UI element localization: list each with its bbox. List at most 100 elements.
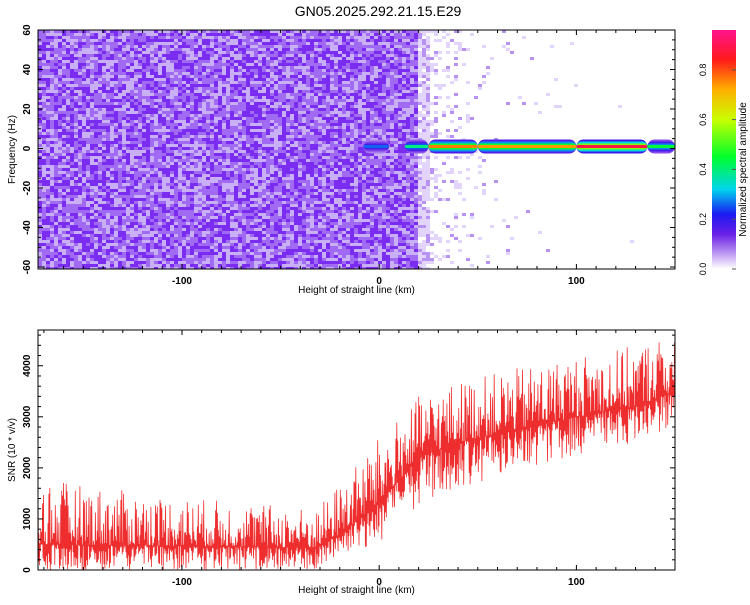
spectrogram-cell: [194, 105, 198, 108]
spectrogram-cell: [138, 135, 142, 138]
spectrogram-cell: [74, 141, 78, 144]
spectrogram-cell: [302, 132, 306, 135]
spectrogram-cell: [318, 57, 322, 60]
spectrogram-cell: [222, 36, 226, 39]
spectrogram-cell: [110, 90, 114, 93]
spectrogram-cell: [202, 36, 206, 39]
spectrogram-cell: [54, 45, 58, 48]
spectrogram-cell: [238, 105, 242, 108]
spectrogram-cell: [198, 57, 202, 60]
spectrogram-cell: [254, 138, 258, 141]
spectrogram-cell: [198, 33, 202, 36]
spectrogram-cell: [382, 78, 386, 81]
spectrogram-cell: [210, 78, 214, 81]
spectrogram-cell: [394, 141, 398, 144]
spectrogram-cell: [326, 165, 330, 168]
spectrogram-cell: [250, 177, 254, 180]
spectrogram-cell: [102, 174, 106, 177]
spectrogram-cell: [290, 111, 294, 114]
spectrogram-cell: [274, 78, 278, 81]
spectrogram-cell: [98, 102, 102, 105]
spectrogram-cell: [174, 42, 178, 45]
spectrogram-cell: [54, 54, 58, 57]
spectrogram-cell: [382, 129, 386, 132]
spectrogram-cell: [50, 126, 54, 129]
spectrogram-cell: [410, 153, 414, 156]
spectrogram-cell: [286, 78, 290, 81]
spectrogram-cell: [294, 69, 298, 72]
spectrogram-cell: [142, 117, 146, 120]
spectrogram-cell: [170, 99, 174, 102]
spectrogram-cell: [318, 72, 322, 75]
spectrogram-cell: [182, 144, 186, 147]
spectrogram-cell: [142, 90, 146, 93]
spectrogram-cell: [338, 156, 342, 159]
spectrogram-cell: [278, 138, 282, 141]
spectrogram-cell: [138, 120, 142, 123]
spectrogram-cell: [230, 150, 234, 153]
spectrogram-cell: [102, 87, 106, 90]
spectrogram-cell: [350, 93, 354, 96]
spectrogram-cell: [254, 36, 258, 39]
spectrogram-cell: [114, 105, 118, 108]
spectrogram-cell: [262, 69, 266, 72]
spectrogram-cell: [398, 78, 402, 81]
spectrogram-cell: [210, 126, 214, 129]
spectrogram-cell: [66, 69, 70, 72]
spectrogram-cell: [234, 138, 238, 141]
spectrogram-cell: [166, 150, 170, 153]
spectrogram-cell: [118, 111, 122, 114]
spectrogram-cell: [290, 174, 294, 177]
spectrogram-cell: [70, 162, 74, 165]
spectrogram-cell: [154, 177, 158, 180]
spectrogram-cell: [338, 81, 342, 84]
spectrogram-cell: [258, 75, 262, 78]
spectrogram-cell: [178, 171, 182, 174]
spectrogram-cell: [366, 156, 370, 159]
spectrogram-cell: [266, 45, 270, 48]
spectrogram-cell: [290, 147, 294, 150]
spectrogram-cell: [130, 126, 134, 129]
spectrogram-cell: [170, 105, 174, 108]
spectrogram-cell: [410, 126, 414, 129]
spectrogram-cell: [62, 135, 66, 138]
spectrogram-cell: [290, 72, 294, 75]
spectrogram-cell: [302, 138, 306, 141]
spectrogram-cell: [426, 42, 430, 45]
spectrogram-cell: [394, 102, 398, 105]
spectrogram-cell: [162, 111, 166, 114]
spectrogram-cell: [358, 33, 362, 36]
spectrogram-cell: [134, 177, 138, 180]
spectrogram-cell: [334, 105, 338, 108]
spectrogram-cell: [410, 69, 414, 72]
spectrogram-cell: [286, 69, 290, 72]
spectrogram-cell: [246, 174, 250, 177]
spectrogram-cell: [314, 102, 318, 105]
spectrogram-cell: [342, 81, 346, 84]
spectrogram-cell: [166, 156, 170, 159]
spectrogram-cell: [434, 72, 438, 75]
spectrogram-cell: [370, 51, 374, 54]
spectrogram-cell: [66, 144, 70, 147]
spectrogram-cell: [102, 120, 106, 123]
spectrogram-cell: [286, 84, 290, 87]
spectrogram-cell: [378, 162, 382, 165]
spectrogram-cell: [150, 42, 154, 45]
spectrogram-cell: [198, 156, 202, 159]
spectrogram-cell: [402, 102, 406, 105]
spectrogram-cell: [142, 36, 146, 39]
spectrogram-cell: [66, 75, 70, 78]
spectrogram-cell: [74, 48, 78, 51]
spectrogram-cell: [418, 57, 422, 60]
spectrogram-cell: [290, 165, 294, 168]
spectrogram-cell: [50, 87, 54, 90]
spectrogram-cell: [434, 63, 438, 66]
spectrogram-cell: [130, 108, 134, 111]
spectrogram-cell: [50, 165, 54, 168]
spectrogram-cell: [382, 117, 386, 120]
spectrogram-cell: [122, 177, 126, 180]
spectrogram-cell: [270, 123, 274, 126]
spectrogram-cell: [402, 150, 406, 153]
spectrogram-cell: [354, 171, 358, 174]
spectrogram-cell: [394, 162, 398, 165]
